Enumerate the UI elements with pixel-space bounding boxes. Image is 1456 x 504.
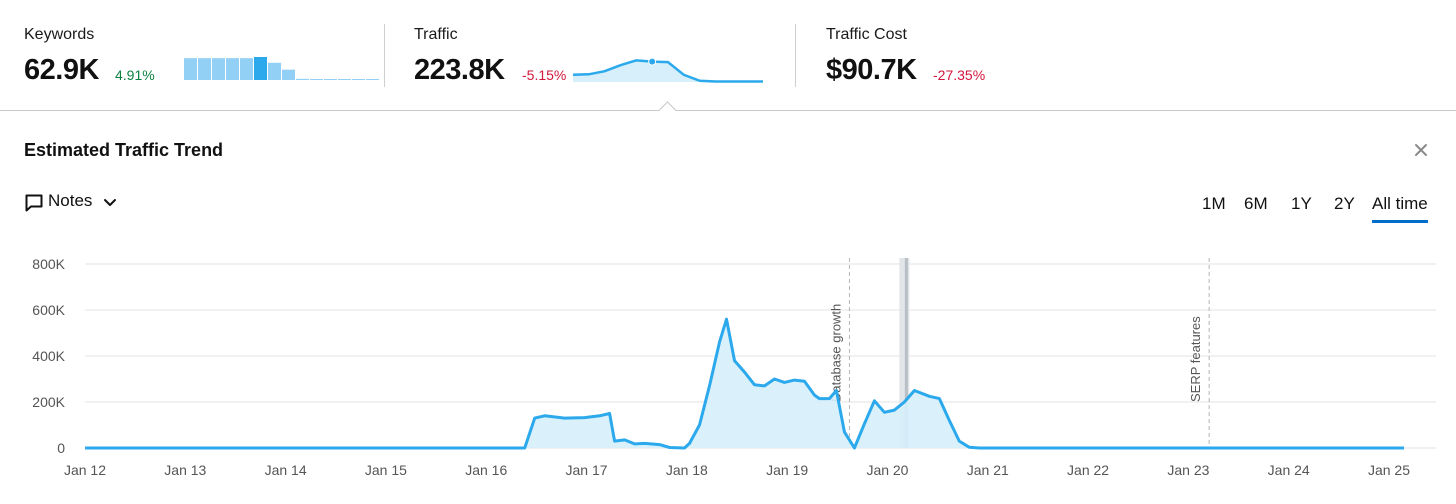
x-tick-label: Jan 13 xyxy=(164,462,206,478)
series-area xyxy=(85,319,1405,448)
keywords-bar xyxy=(240,58,253,80)
annotation-label: SERP features xyxy=(1188,316,1203,402)
keywords-bar xyxy=(282,69,295,80)
metric-change: -27.35% xyxy=(933,67,986,83)
keywords-bar xyxy=(366,79,379,80)
keywords-bar xyxy=(198,58,211,80)
y-tick-label: 600K xyxy=(32,302,65,318)
keywords-bar xyxy=(226,58,239,80)
metric-label: Traffic Cost xyxy=(826,26,907,43)
keywords-bar xyxy=(352,79,365,80)
y-tick-label: 0 xyxy=(57,440,65,456)
metric-label: Keywords xyxy=(24,26,95,43)
y-tick-label: 400K xyxy=(32,348,65,364)
panel-title: Estimated Traffic Trend xyxy=(24,140,224,160)
x-tick-label: Jan 25 xyxy=(1368,462,1410,478)
x-tick-label: Jan 19 xyxy=(766,462,808,478)
range-tab-1m[interactable]: 1M xyxy=(1202,194,1226,213)
keywords-sparkline xyxy=(184,57,379,80)
y-tick-label: 800K xyxy=(32,256,65,272)
close-button[interactable] xyxy=(1411,140,1431,160)
divider xyxy=(795,24,796,87)
keywords-bar xyxy=(254,57,267,80)
y-tick-label: 200K xyxy=(32,394,65,410)
traffic-trend-chart: 0 200K 400K 600K 800K Jan 12 Jan 13 Jan 14 Jan 1… xyxy=(32,256,1436,478)
x-tick-label: Jan 23 xyxy=(1167,462,1209,478)
x-tick-label: Jan 15 xyxy=(365,462,407,478)
x-tick-label: Jan 16 xyxy=(465,462,507,478)
divider xyxy=(384,24,385,87)
close-icon xyxy=(1415,144,1427,156)
traffic-sparkline-marker xyxy=(648,57,657,66)
x-tick-label: Jan 21 xyxy=(967,462,1009,478)
x-tick-label: Jan 17 xyxy=(566,462,608,478)
keywords-bar xyxy=(184,58,197,80)
keywords-bar xyxy=(268,62,281,80)
keywords-bar xyxy=(310,79,323,80)
annotation-label: Database growth xyxy=(828,304,843,402)
keywords-bar xyxy=(212,58,225,80)
metrics-bar: Keywords 62.9K 4.91% Traffic 223.8K -5.1… xyxy=(0,0,1456,111)
time-range-tabs: 1M 6M 1Y 2Y All time xyxy=(1196,194,1440,228)
notes-label: Notes xyxy=(48,191,93,210)
metric-value: $90.7K xyxy=(826,54,917,86)
series-line xyxy=(85,317,1404,450)
x-tick-label: Jan 12 xyxy=(64,462,106,478)
metric-change: -5.15% xyxy=(522,67,567,83)
range-tab-1y[interactable]: 1Y xyxy=(1291,194,1312,213)
keywords-bar xyxy=(296,78,309,80)
metric-value: 62.9K xyxy=(24,54,99,86)
keywords-bar xyxy=(324,79,337,80)
keywords-bar xyxy=(338,79,351,80)
metric-label: Traffic xyxy=(414,26,458,43)
traffic-sparkline-line xyxy=(573,59,763,83)
x-tick-label: Jan 18 xyxy=(666,462,708,478)
range-tab-2y[interactable]: 2Y xyxy=(1334,194,1355,213)
x-tick-label: Jan 22 xyxy=(1067,462,1109,478)
range-tab-6m[interactable]: 6M xyxy=(1244,194,1268,213)
metric-change: 4.91% xyxy=(115,67,155,83)
x-tick-label: Jan 24 xyxy=(1268,462,1310,478)
traffic-sparkline xyxy=(573,57,763,83)
range-tab-all-time[interactable]: All time xyxy=(1372,194,1428,223)
metric-value: 223.8K xyxy=(414,54,505,86)
x-tick-label: Jan 20 xyxy=(866,462,908,478)
highlight-band xyxy=(899,258,910,448)
chevron-down-icon xyxy=(104,199,116,206)
comment-icon xyxy=(25,194,43,212)
x-tick-label: Jan 14 xyxy=(265,462,307,478)
